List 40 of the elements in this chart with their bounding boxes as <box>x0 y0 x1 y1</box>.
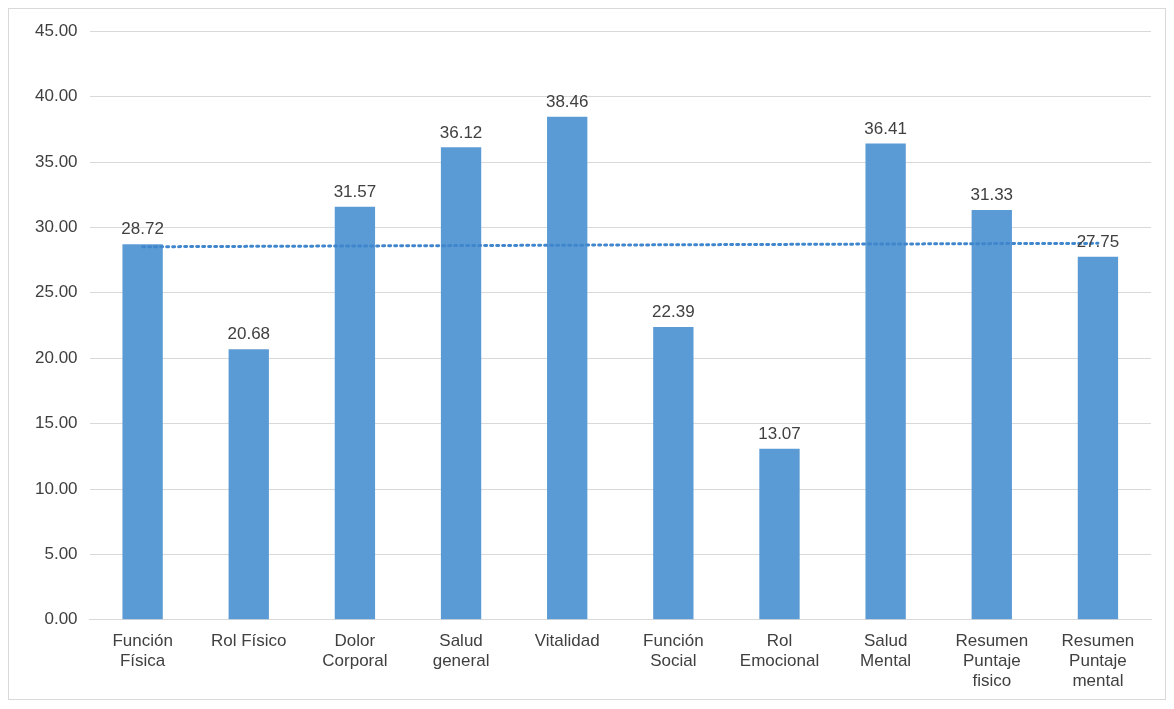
x-tick-label: Rol Físico <box>210 630 287 650</box>
bar <box>865 143 906 620</box>
bar <box>759 448 800 620</box>
x-tick-label: Salud Mental <box>860 630 912 671</box>
data-label: 31.57 <box>333 182 377 202</box>
x-tick-label: Salud general <box>432 630 490 671</box>
bar <box>971 210 1012 620</box>
bar <box>547 116 588 620</box>
y-tick-label: 30.00 <box>34 217 78 237</box>
x-tick-label: Dolor Corporal <box>322 630 388 671</box>
data-label: 36.12 <box>439 122 483 142</box>
bar <box>653 326 694 620</box>
data-label: 31.33 <box>970 185 1014 205</box>
y-tick-label: 20.00 <box>34 347 78 367</box>
bar <box>440 147 482 620</box>
data-label: 22.39 <box>652 302 695 322</box>
y-tick-label: 45.00 <box>34 20 78 40</box>
bar <box>1077 256 1119 620</box>
y-tick-label: 40.00 <box>34 86 78 106</box>
bar <box>122 244 163 620</box>
x-tick-label: Vitalidad <box>534 630 600 650</box>
data-label: 28.72 <box>121 219 164 239</box>
data-label: 36.41 <box>864 118 907 138</box>
data-label: 20.68 <box>227 324 271 344</box>
data-label: 13.07 <box>758 424 801 444</box>
y-tick-label: 10.00 <box>34 478 78 498</box>
x-tick-label: Resumen Puntaje fisico <box>955 630 1029 691</box>
y-tick-label: 15.00 <box>34 413 78 433</box>
bar <box>334 206 376 620</box>
data-label: 27.75 <box>1076 232 1120 252</box>
x-tick-label: Función Física <box>112 630 173 671</box>
x-tick-label: Rol Emocional <box>739 630 820 671</box>
bar <box>228 349 269 620</box>
y-tick-label: 0.00 <box>44 609 78 629</box>
data-label: 38.46 <box>545 91 589 111</box>
y-tick-label: 5.00 <box>44 544 78 564</box>
x-tick-label: Función Social <box>643 630 704 671</box>
y-tick-label: 35.00 <box>34 151 78 171</box>
y-tick-label: 25.00 <box>34 282 78 302</box>
x-tick-label: Resumen Puntaje mental <box>1061 630 1135 691</box>
